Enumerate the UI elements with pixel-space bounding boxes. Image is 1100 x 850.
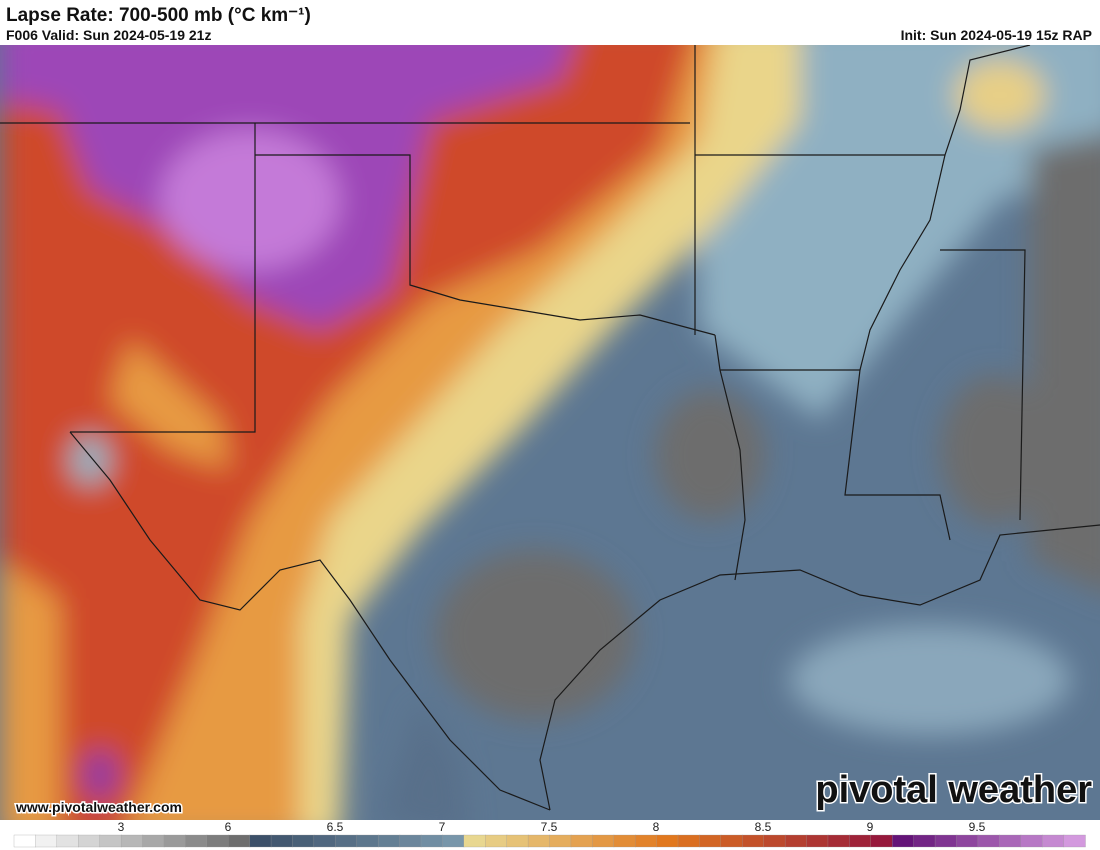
colorbar-swatch [763,834,786,848]
colorbar-swatch [635,834,658,848]
map: pivotal weather www.pivotalweather.com [0,45,1100,820]
colorbar-swatch [377,834,401,848]
colorbar-swatch [270,834,294,848]
colorbar-swatch [56,834,79,848]
colorbar-swatch [913,834,936,848]
valid-time: F006 Valid: Sun 2024-05-19 21z [6,27,211,43]
colorbar-swatch [506,834,529,848]
colorbar-swatch [163,834,187,848]
colorbar-tick-label: 9.5 [969,820,986,834]
colorbar-swatch [570,834,593,848]
colorbar-swatch [849,834,872,848]
title: Lapse Rate: 700-500 mb (°C km⁻¹) [6,5,311,26]
colorbar-swatch [420,834,444,848]
colorbar-tick-label: 3 [118,820,125,834]
colorbar-swatch [720,834,743,848]
colorbar-swatch [292,834,315,848]
colorbar-swatch [592,834,615,848]
colorbar-swatch [485,834,508,848]
colorbar-swatch [827,834,851,848]
colorbar-swatch [35,834,58,848]
colorbar-swatch [463,834,486,848]
colorbar-swatch [249,834,272,848]
colorbar: 3 6 6.5 7 7.5 8 8.5 9 9.5 [13,820,1086,848]
colorbar-swatch [677,834,701,848]
colorbar-swatch [1042,834,1065,848]
colorbar-swatch [806,834,829,848]
colorbar-swatch [699,834,722,848]
colorbar-swatch [356,834,379,848]
colorbar-swatch [870,834,893,848]
colorbar-swatch [335,834,358,848]
colorbar-tick-label: 6 [225,820,232,834]
colorbar-swatch [120,834,144,848]
colorbar-swatch [934,834,958,848]
colorbar-swatch [956,834,979,848]
colorbar-swatch [13,834,37,848]
colorbar-swatch [228,834,251,848]
colorbar-swatch [185,834,208,848]
source-url[interactable]: www.pivotalweather.com [14,798,184,817]
colorbar-swatch [549,834,572,848]
colorbar-swatch [892,834,915,848]
colorbar-tick-label: 8 [653,820,660,834]
colorbar-swatch [527,834,551,848]
colorbar-swatch [784,834,808,848]
logo: pivotal weather [815,769,1092,811]
colorbar-tick-label: 6.5 [327,820,344,834]
colorbar-tick-label: 7.5 [541,820,558,834]
colorbar-swatch [142,834,165,848]
colorbar-swatch [78,834,101,848]
colorbar-swatch [656,834,679,848]
colorbar-swatch [742,834,765,848]
colorbar-swatch [1020,834,1043,848]
field [0,45,1100,820]
colorbar-swatch [999,834,1022,848]
colorbar-swatch [1063,834,1086,848]
borders [0,45,1100,811]
colorbar-swatch [399,834,422,848]
colorbar-swatch [613,834,636,848]
colorbar-swatch [313,834,336,848]
colorbar-swatch [442,834,465,848]
colorbar-swatch [206,834,229,848]
colorbar-swatch [99,834,122,848]
init-time: Init: Sun 2024-05-19 15z RAP [901,27,1092,43]
colorbar-tick-label: 8.5 [755,820,772,834]
colorbar-swatch [977,834,1000,848]
colorbar-tick-label: 9 [867,820,874,834]
colorbar-tick-label: 7 [439,820,446,834]
